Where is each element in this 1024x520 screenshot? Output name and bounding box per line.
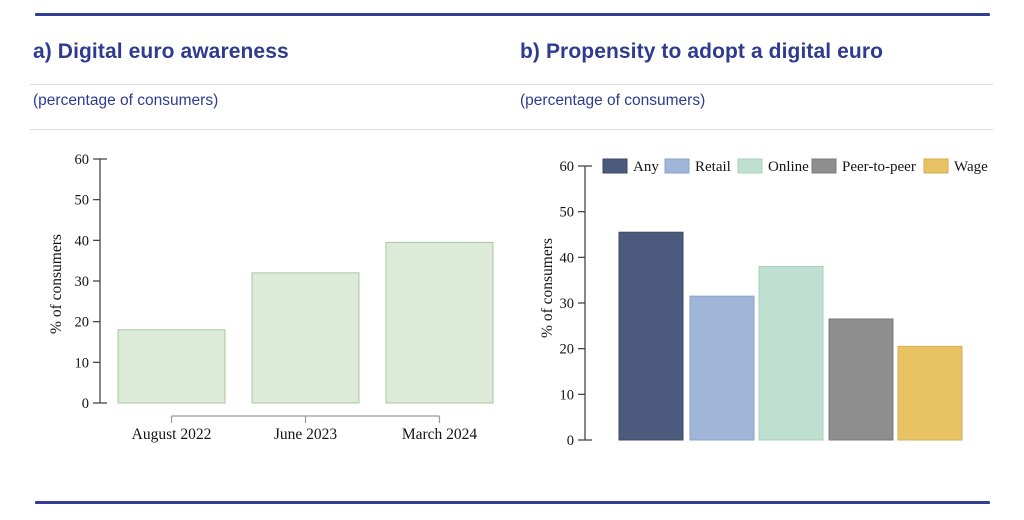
panel-b-title: b) Propensity to adopt a digital euro	[520, 40, 884, 63]
legend-swatch-any	[602, 158, 628, 174]
legend-label-retail: Retail	[695, 159, 731, 175]
bar-august-2022	[117, 329, 226, 404]
legend-swatch-online	[737, 158, 763, 174]
y-tick-label: 10	[560, 387, 575, 403]
y-tick-label: 50	[75, 193, 90, 209]
y-tick-label: 60	[75, 152, 90, 168]
y-tick-label: 50	[560, 205, 575, 221]
y-tick-label: 40	[75, 233, 90, 249]
y-tick-label: 60	[560, 159, 575, 175]
legend-swatch-retail	[664, 158, 690, 174]
bar-march-2024	[385, 241, 494, 404]
bars	[117, 241, 494, 404]
x-category-label-march-2024: March 2024	[402, 426, 478, 443]
propensity-bar-chart: % of consumers 0 10 20 30 40 50 60 Any Retail Onl…	[539, 158, 988, 449]
y-tick-label: 20	[75, 315, 90, 331]
panel-b-subtitle: (percentage of consumers)	[520, 92, 706, 109]
y-tick-label: 40	[560, 250, 575, 266]
subtitle-divider-rule	[30, 129, 993, 130]
bar-june-2023	[251, 272, 360, 404]
bar-online	[758, 265, 824, 441]
y-tick-label: 20	[560, 342, 575, 358]
legend: Any Retail Online Peer-to-peer Wage	[602, 158, 988, 175]
y-tick-label: 10	[75, 355, 90, 371]
panel-a-title: a) Digital euro awareness	[33, 40, 289, 63]
y-axis: 0 10 20 30 40 50 60	[560, 159, 592, 449]
y-axis-title: % of consumers	[539, 238, 556, 338]
y-tick-label: 30	[75, 274, 90, 290]
awareness-bar-chart: % of consumers 0 10 20 30 40 50 60 August 2022 J…	[48, 152, 494, 443]
legend-label-any: Any	[633, 159, 659, 175]
y-tick-label: 0	[567, 433, 574, 449]
bar-peer-to-peer	[828, 318, 894, 441]
legend-label-peer-to-peer: Peer-to-peer	[842, 159, 916, 175]
top-border-rule	[35, 13, 990, 16]
legend-swatch-peer-to-peer	[811, 158, 837, 174]
bar-wage	[897, 345, 963, 441]
y-axis-title: % of consumers	[48, 234, 65, 334]
y-tick-label: 0	[82, 396, 89, 412]
x-category-label-august-2022: August 2022	[132, 426, 212, 443]
bars	[618, 231, 963, 441]
legend-label-online: Online	[768, 159, 809, 175]
legend-label-wage: Wage	[954, 159, 988, 175]
title-divider-rule	[30, 84, 993, 85]
x-axis: August 2022 June 2023 March 2024	[132, 415, 478, 443]
x-category-label-june-2023: June 2023	[274, 426, 338, 443]
panel-a-subtitle: (percentage of consumers)	[33, 92, 219, 109]
y-tick-label: 30	[560, 296, 575, 312]
bottom-border-rule	[35, 501, 990, 504]
bar-any	[618, 231, 684, 441]
legend-swatch-wage	[923, 158, 949, 174]
y-axis: 0 10 20 30 40 50 60	[75, 152, 107, 412]
bar-retail	[689, 295, 755, 441]
